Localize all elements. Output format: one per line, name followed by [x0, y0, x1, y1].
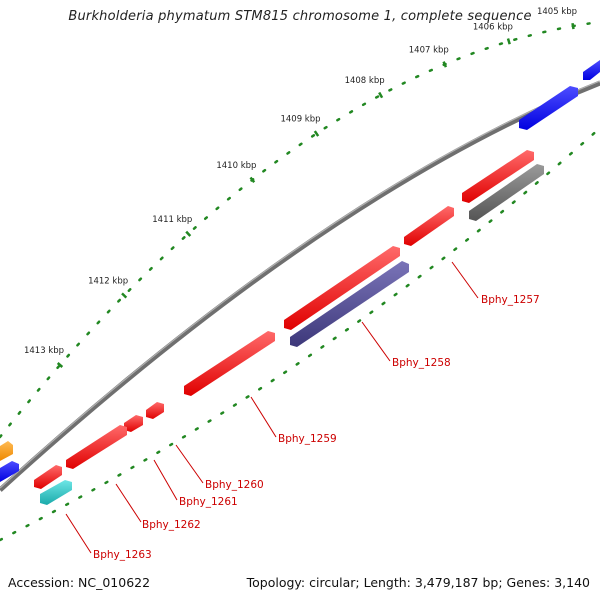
forward-gene-1257[interactable]	[404, 206, 454, 246]
forward-gene-1259[interactable]	[184, 331, 275, 396]
scale-tick-label-1413: 1413 kbp	[24, 346, 64, 356]
scale-tick-1407	[442, 61, 448, 68]
scale-tick-label-1406: 1406 kbp	[473, 22, 513, 32]
inner-scale-track	[0, 126, 600, 542]
gene-labels: Bphy_1257 Bphy_1258 Bphy_1259 Bphy_1260 …	[93, 294, 540, 561]
leader-bphy-1259	[250, 396, 277, 438]
orange-feature-edge[interactable]	[0, 441, 13, 461]
chromosome-backbone	[0, 80, 600, 492]
chromosome-backbone-highlight	[0, 80, 600, 489]
scale-tick-1412	[121, 292, 128, 299]
leader-bphy-1260	[175, 444, 204, 484]
reverse-gene-blue-top[interactable]	[519, 86, 578, 130]
scale-tick-label-1405: 1405 kbp	[537, 7, 577, 17]
leader-bphy-1257	[451, 261, 479, 299]
reverse-gene-gray[interactable]	[469, 164, 544, 221]
scale-tick-1409	[313, 130, 320, 137]
map-title: Burkholderia phymatum STM815 chromosome …	[68, 9, 532, 24]
gene-label-bphy-1260[interactable]: Bphy_1260	[205, 479, 264, 491]
feature-blocks	[0, 60, 600, 505]
accession-text: Accession: NC_010622	[8, 575, 151, 590]
scale-tick-1405	[571, 22, 575, 30]
leader-bphy-1258	[361, 321, 391, 362]
scale-tick-marks	[56, 22, 575, 368]
scale-tick-label-1412: 1412 kbp	[88, 277, 128, 287]
gene-label-bphy-1263[interactable]: Bphy_1263	[93, 549, 152, 561]
scale-tick-label-1411: 1411 kbp	[152, 215, 192, 225]
leader-bphy-1263	[65, 513, 92, 554]
forward-gene-1261[interactable]	[124, 415, 143, 432]
forward-gene-1260[interactable]	[146, 402, 164, 419]
scale-tick-label-1407: 1407 kbp	[409, 45, 449, 55]
forward-gene-1257-upper[interactable]	[462, 150, 534, 203]
scale-tick-label-1408: 1408 kbp	[345, 76, 385, 86]
scale-tick-label-1409: 1409 kbp	[280, 115, 320, 125]
gene-label-bphy-1261[interactable]: Bphy_1261	[179, 496, 238, 508]
label-leader-lines	[65, 261, 479, 554]
outer-scale-track	[0, 20, 600, 439]
topology-summary-text: Topology: circular; Length: 3,479,187 bp…	[246, 575, 590, 590]
reverse-gene-blue-edge[interactable]	[583, 60, 600, 80]
scale-tick-1413	[56, 362, 64, 368]
blue-feature-edge[interactable]	[0, 461, 19, 482]
reverse-gene-1258[interactable]	[290, 261, 409, 347]
forward-gene-1258-region[interactable]	[284, 246, 400, 330]
gene-label-bphy-1258[interactable]: Bphy_1258	[392, 357, 451, 369]
leader-bphy-1261	[153, 459, 178, 501]
scale-tick-1410	[249, 176, 256, 183]
scale-tick-label-1410: 1410 kbp	[216, 161, 256, 171]
scale-tick-1406	[506, 38, 511, 45]
forward-gene-1263[interactable]	[34, 465, 62, 489]
leader-bphy-1262	[115, 483, 142, 523]
scale-tick-1411	[185, 230, 192, 237]
scale-tick-1408	[378, 91, 384, 99]
gene-label-bphy-1262[interactable]: Bphy_1262	[142, 519, 201, 531]
gene-label-bphy-1257[interactable]: Bphy_1257	[481, 294, 540, 306]
teal-feature[interactable]	[40, 480, 72, 505]
gene-label-bphy-1259[interactable]: Bphy_1259	[278, 433, 337, 445]
scale-tick-labels: 1405 kbp 1406 kbp 1407 kbp 1408 kbp 1409 kbp…	[24, 7, 577, 356]
forward-gene-1262[interactable]	[66, 425, 127, 469]
